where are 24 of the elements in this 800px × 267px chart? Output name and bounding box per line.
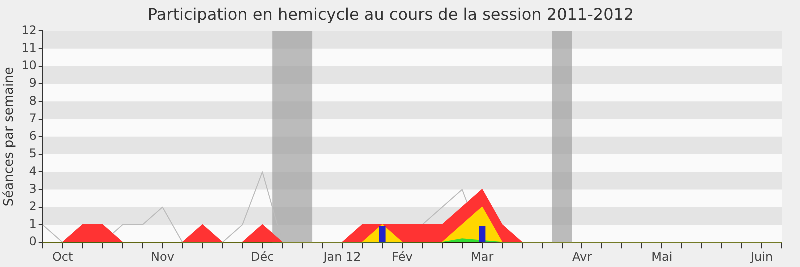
x-tick-label: Avr <box>572 250 592 264</box>
y-tick-label: 5 <box>29 146 37 161</box>
x-tick-label: Fév <box>392 250 413 264</box>
y-tick-label: 1 <box>29 217 37 232</box>
y-tick-label: 4 <box>29 164 37 178</box>
y-axis-title: Séances par semaine <box>2 67 18 207</box>
x-tick-label: Déc <box>250 250 274 264</box>
x-tick-label: Mai <box>652 250 673 264</box>
y-tick-label: 8 <box>29 94 37 108</box>
x-tick-label: Oct <box>52 250 74 264</box>
chart-title: Participation en hemicycle au cours de la session 2011-2012 <box>148 4 634 24</box>
y-tick-label: 0 <box>29 234 37 249</box>
y-tick-label: 6 <box>29 129 37 144</box>
x-tick-label: Jan 12 <box>322 250 362 264</box>
y-tick-label: 10 <box>22 58 37 73</box>
x-tick-label: Nov <box>151 250 174 264</box>
y-tick-label: 9 <box>29 76 37 90</box>
y-tick-label: 11 <box>22 40 37 55</box>
x-tick-label: Juin <box>750 250 774 264</box>
x-tick-label: Mar <box>471 250 494 264</box>
y-tick-label: 3 <box>29 182 37 196</box>
y-tick-label: 2 <box>29 199 37 214</box>
y-tick-label: 7 <box>29 111 37 126</box>
y-tick-label: 12 <box>22 23 37 38</box>
